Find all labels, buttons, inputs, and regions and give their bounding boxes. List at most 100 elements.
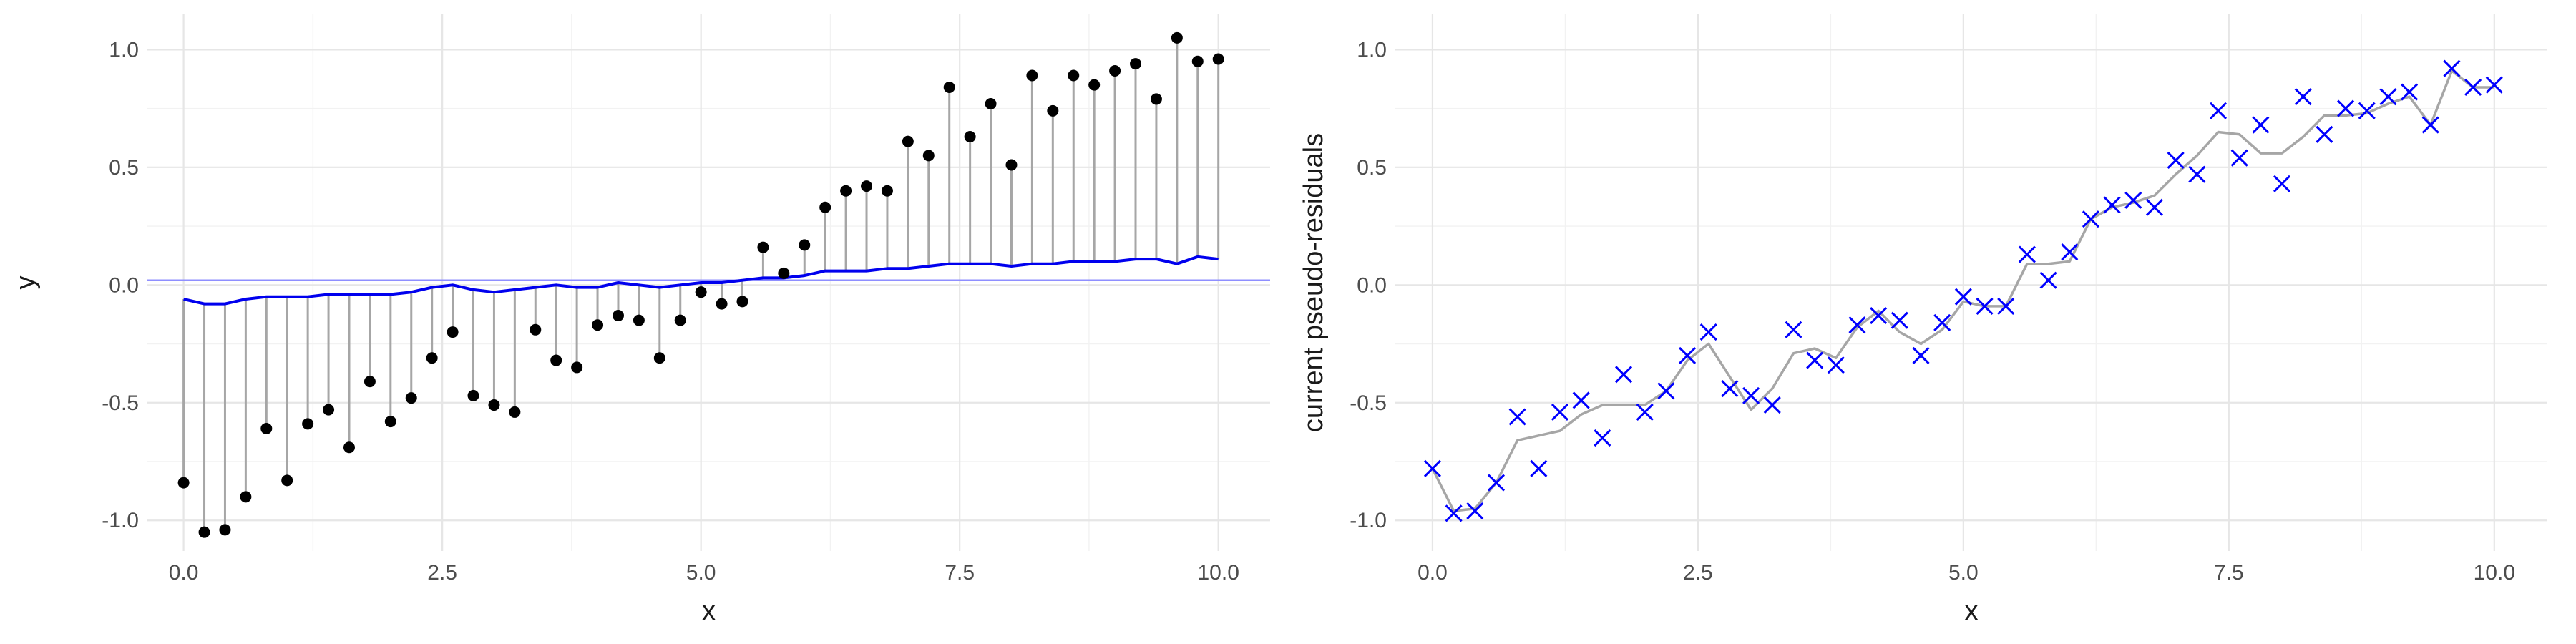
pseudo-residual-point (2273, 175, 2291, 192)
observed-point (1130, 58, 1142, 70)
y-tick-label: -0.5 (102, 391, 139, 415)
observed-point (219, 524, 231, 536)
fit-line (1431, 69, 2494, 512)
observed-point (364, 376, 376, 388)
observed-point (674, 314, 686, 326)
pseudo-residual-point (2018, 245, 2036, 263)
y-tick-label: 1.0 (1357, 38, 1387, 62)
pseudo-residual-point (1933, 313, 1951, 331)
pseudo-residual-point (2061, 243, 2079, 261)
pseudo-residual-point (1594, 429, 1611, 447)
observed-point (509, 406, 521, 418)
pseudo-residual-point (2294, 88, 2312, 106)
observed-point (716, 298, 728, 310)
pseudo-residual-point (2401, 83, 2419, 101)
pseudo-residual-point (1721, 379, 1739, 398)
observed-point (467, 389, 479, 401)
pseudo-residual-point (1445, 504, 1463, 522)
observed-point (1191, 55, 1204, 67)
x-tick-label: 10.0 (2474, 561, 2515, 585)
pseudo-residual-point (1551, 403, 1569, 421)
observed-point (1047, 104, 1059, 117)
observed-point (405, 392, 417, 404)
observed-point (799, 239, 811, 251)
pseudo-residual-point (2209, 102, 2228, 119)
pseudo-residual-point (2124, 191, 2142, 209)
observed-point (1088, 79, 1101, 91)
observed-point (281, 474, 293, 487)
pseudo-residual-point (2336, 99, 2355, 117)
pseudo-residual-point (1487, 474, 1506, 492)
observed-point (922, 150, 935, 162)
x-tick-label: 0.0 (1418, 561, 1448, 585)
pseudo-residual-point (2145, 198, 2164, 216)
observed-point (633, 314, 645, 326)
pseudo-residual-point (2039, 271, 2057, 289)
y-tick-label: -1.0 (1350, 509, 1387, 532)
x-tick-label: 7.5 (945, 561, 975, 585)
observed-point (819, 201, 831, 213)
y-tick-label: -0.5 (1350, 391, 1387, 415)
pseudo-residual-point (1827, 356, 1845, 374)
pseudo-residual-point (2252, 116, 2270, 134)
pseudo-residual-point (1636, 403, 1654, 421)
pseudo-residual-point (1912, 346, 1930, 365)
observed-point (1212, 53, 1224, 65)
residual-stem-chart: 0.0 2.5 5.0 7.5 10.0 -1.0 -0.5 0.0 0.5 1.0 x y (11, 14, 1270, 626)
pseudo-residual-point (2379, 88, 2397, 106)
observed-point (343, 441, 355, 454)
fitted-line (183, 255, 1219, 306)
observed-point (1068, 69, 1080, 82)
observed-point (881, 185, 893, 197)
observed-point (1150, 93, 1162, 105)
pseudo-residual-point (2443, 59, 2461, 77)
pseudo-residual-point (1699, 323, 1717, 341)
observed-point (488, 399, 500, 411)
observed-point (260, 422, 273, 434)
x-tick-label: 0.0 (169, 561, 199, 585)
pseudo-residual-point (2103, 196, 2121, 214)
pseudo-residual-point (2167, 151, 2185, 170)
observed-point (592, 319, 604, 331)
observed-point (302, 418, 314, 430)
observed-point (612, 310, 624, 322)
pseudo-residual-point (1679, 346, 1697, 365)
observed-point (240, 491, 252, 503)
pseudo-residual-point (2485, 76, 2503, 94)
pseudo-residual-point (1997, 297, 2015, 315)
pseudo-residual-point (1954, 288, 1972, 306)
observed-point (736, 296, 748, 308)
x-tick-label: 2.5 (1683, 561, 1713, 585)
y-tick-label: 0.0 (109, 273, 139, 297)
observed-point (1026, 69, 1038, 82)
y-axis-title: y (11, 276, 41, 290)
x-axis-title: x (1965, 596, 1979, 626)
pseudo-residual-point (2230, 149, 2248, 167)
observed-point (757, 241, 769, 253)
observed-point (530, 323, 542, 336)
pseudo-residual-point (2421, 116, 2439, 134)
y-tick-label: -1.0 (102, 509, 139, 532)
pseudo-residual-point (1890, 311, 1908, 329)
observed-point (447, 326, 459, 338)
x-tick-label: 10.0 (1198, 561, 1239, 585)
observed-point (653, 352, 665, 364)
x-tick-label: 5.0 (1948, 561, 1979, 585)
observed-point (943, 81, 955, 93)
observed-point (695, 286, 707, 298)
observed-point (550, 354, 562, 366)
y-tick-label: 0.5 (1357, 156, 1387, 180)
observed-point (1005, 159, 1018, 171)
observed-point (985, 98, 997, 109)
pseudo-residual-point (2316, 125, 2333, 143)
pseudo-residual-point (1785, 321, 1802, 338)
x-axis-title: x (702, 596, 716, 626)
pseudo-residual-point (2082, 210, 2100, 228)
pseudo-residual-point (1614, 366, 1633, 384)
pseudo-residuals-chart: 0.0 2.5 5.0 7.5 10.0 -1.0 -0.5 0.0 0.5 1.0 x curren… (1299, 14, 2547, 626)
observed-point (384, 416, 396, 428)
observed-point (964, 131, 976, 143)
pseudo-residual-point (2188, 165, 2206, 183)
pseudo-residual-point (1466, 502, 1484, 520)
observed-point (902, 135, 914, 147)
